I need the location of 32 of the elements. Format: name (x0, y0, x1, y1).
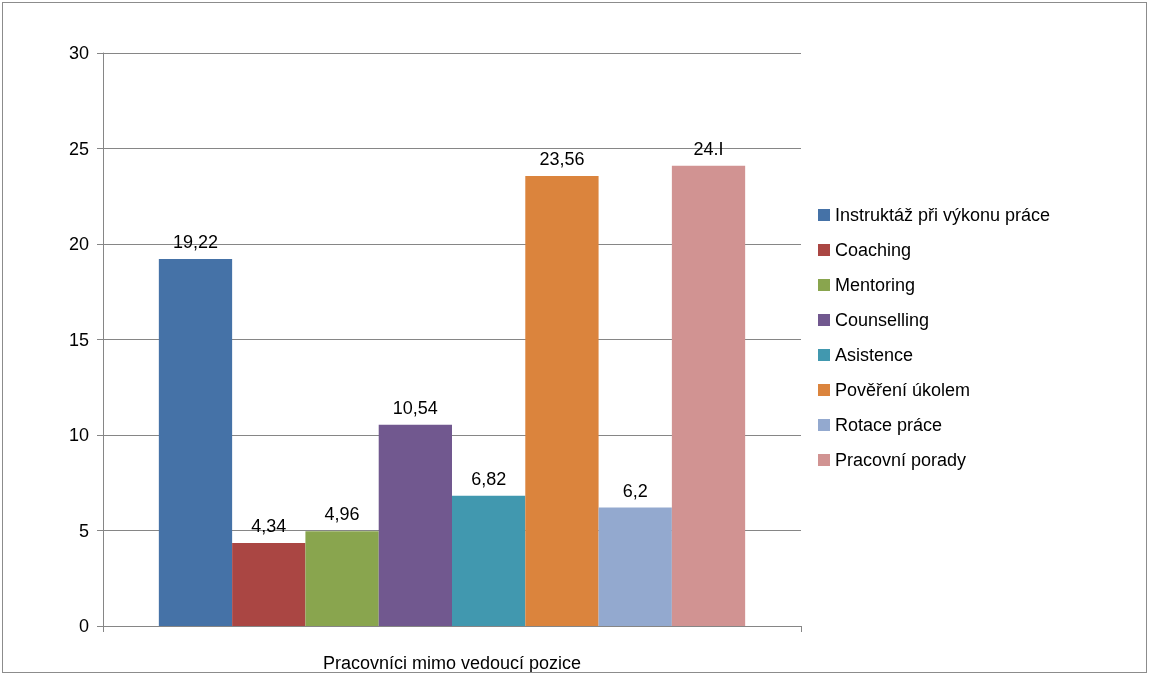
y-tick-label: 15 (68, 329, 89, 350)
legend-label: Asistence (835, 345, 914, 365)
data-label: 6,82 (471, 468, 507, 489)
legend-label: Pověření úkolem (835, 380, 971, 400)
y-tick-label: 10 (68, 425, 89, 445)
bar (452, 495, 526, 626)
bar (598, 507, 672, 626)
x-tick-label: Pracovníci mimo vedoucí pozice (322, 653, 582, 673)
data-label: 23,56 (539, 149, 585, 169)
legend-label: Rotace práce (835, 415, 943, 435)
y-tick-label: 30 (68, 43, 89, 63)
legend-label: Instruktáž při výkonu práce (835, 205, 1051, 225)
data-label: 4,96 (324, 504, 360, 525)
y-tick-label: 25 (68, 138, 89, 159)
data-label: 4,34 (251, 516, 287, 537)
data-label: 10,54 (392, 397, 438, 418)
bar (671, 165, 746, 626)
legend-label: Pracovní porady (835, 450, 967, 470)
bar (232, 543, 306, 626)
bar (158, 258, 233, 626)
bar (305, 531, 379, 626)
bar (378, 424, 452, 626)
legend-label: Mentoring (835, 275, 916, 295)
legend-label: Coaching (835, 240, 912, 260)
y-tick-label: 5 (78, 520, 89, 541)
y-tick-label: 0 (78, 616, 89, 636)
data-label: 24.I (693, 138, 724, 159)
data-label: 19,22 (172, 231, 219, 252)
y-tick-label: 20 (68, 234, 89, 254)
legend-label: Counselling (835, 310, 930, 330)
data-label: 6,2 (622, 480, 648, 501)
bar (525, 176, 599, 626)
